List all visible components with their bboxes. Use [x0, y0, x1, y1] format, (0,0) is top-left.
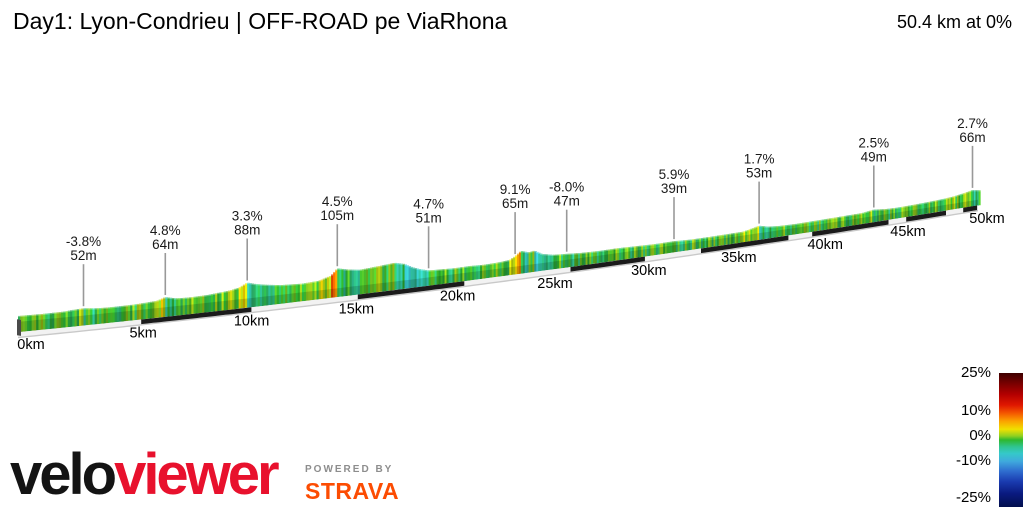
annotation-gradient: -3.8%: [66, 234, 101, 249]
annotation-elevation: 105m: [320, 208, 354, 223]
off-road-section: [570, 256, 645, 272]
annotation-gradient: 4.8%: [150, 223, 181, 238]
annotation-gradient: 2.5%: [858, 136, 889, 151]
distance-label: 15km: [339, 301, 374, 317]
page-title: Day1: Lyon-Condrieu | OFF-ROAD pe ViaRho…: [13, 8, 508, 34]
annotation-elevation: 88m: [234, 223, 260, 238]
annotation-elevation: 39m: [661, 181, 687, 196]
veloviewer-logo-viewer: viewer: [114, 442, 280, 507]
annotation-gradient: 4.5%: [322, 194, 353, 209]
ribbon-front-shading: [18, 199, 978, 333]
ribbon-end-cap: [17, 319, 21, 336]
distance-label: 10km: [234, 314, 269, 330]
annotation-elevation: 52m: [70, 248, 96, 263]
distance-label: 30km: [631, 263, 666, 279]
off-road-section: [963, 205, 978, 213]
annotation-gradient: 4.7%: [413, 196, 444, 211]
distance-label: 25km: [537, 276, 572, 292]
profile-ribbon: [18, 190, 981, 333]
annotation-gradient: 3.3%: [232, 209, 263, 224]
off-road-section: [357, 281, 465, 300]
annotation-gradient: 9.1%: [500, 182, 531, 197]
annotation-gradient: -8.0%: [549, 180, 584, 195]
annotation-elevation: 49m: [861, 150, 887, 165]
distance-label: 45km: [890, 224, 925, 240]
annotation-elevation: 66m: [959, 130, 985, 145]
strava-attribution: POWERED BY STRAVA: [305, 464, 399, 505]
off-road-section: [906, 210, 946, 222]
powered-by-label: POWERED BY: [305, 464, 394, 475]
annotation-elevation: 47m: [554, 194, 580, 209]
distance-summary: 50.4 km at 0%: [896, 12, 1012, 32]
ribbon-base-band: [18, 205, 978, 337]
gradient-annotations: -3.8%52m 4.8%64m 3.3%88m 4.5%105m 4.7%51m 9.1…: [66, 116, 988, 307]
annotation-elevation: 65m: [502, 196, 528, 211]
distance-label: 40km: [807, 237, 842, 253]
veloviewer-logo-velo: velo: [10, 442, 117, 507]
distance-label: 35km: [721, 250, 756, 266]
distance-axis-labels: 0km 5km 10km 15km 20km 25km 30km 35km 40km 45km 50…: [17, 211, 1004, 353]
off-road-section: [701, 235, 789, 254]
off-road-surface-sections: [141, 205, 978, 325]
annotation-gradient: 2.7%: [957, 116, 988, 131]
off-road-section: [812, 219, 889, 237]
distance-label: 20km: [440, 289, 475, 305]
annotation-elevation: 51m: [415, 210, 441, 225]
strava-logo: STRAVA: [305, 478, 400, 504]
off-road-section: [141, 307, 252, 325]
distance-label: 50km: [969, 211, 1004, 227]
distance-label: 0km: [17, 337, 44, 353]
annotation-elevation: 64m: [152, 237, 178, 252]
veloviewer-logo: veloviewer: [10, 446, 280, 504]
annotation-gradient: 1.7%: [744, 152, 775, 167]
distance-label: 5km: [129, 326, 156, 342]
annotation-gradient: 5.9%: [659, 167, 690, 182]
annotation-elevation: 53m: [746, 166, 772, 181]
